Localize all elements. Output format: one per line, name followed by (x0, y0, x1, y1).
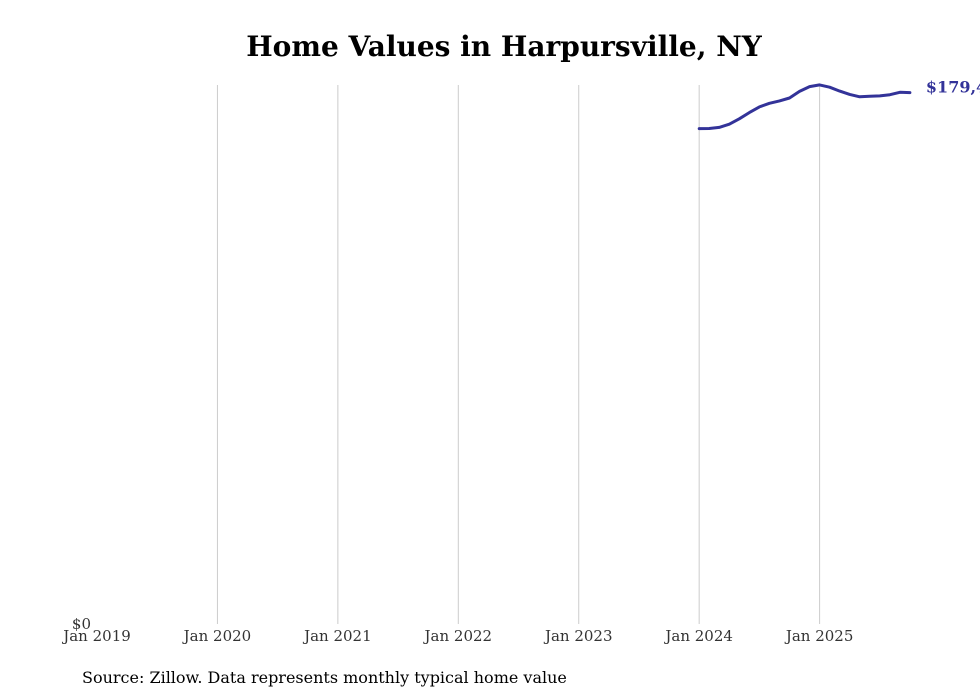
x-tick-label: Jan 2021 (302, 627, 372, 645)
chart-source-note: Source: Zillow. Data represents monthly … (82, 668, 567, 687)
x-tick-label: Jan 2019 (61, 627, 131, 645)
chart-title: Home Values in Harpursville, NY (246, 30, 762, 63)
series-line (697, 83, 912, 131)
x-tick-label: Jan 2020 (182, 627, 252, 645)
y-tick-label: $0 (72, 615, 91, 633)
x-tick-label: Jan 2024 (663, 627, 733, 645)
x-tick-label: Jan 2023 (543, 627, 613, 645)
x-tick-label: Jan 2025 (784, 627, 854, 645)
x-tick-label: Jan 2022 (423, 627, 493, 645)
end-value-label: $179,400 (926, 78, 980, 97)
